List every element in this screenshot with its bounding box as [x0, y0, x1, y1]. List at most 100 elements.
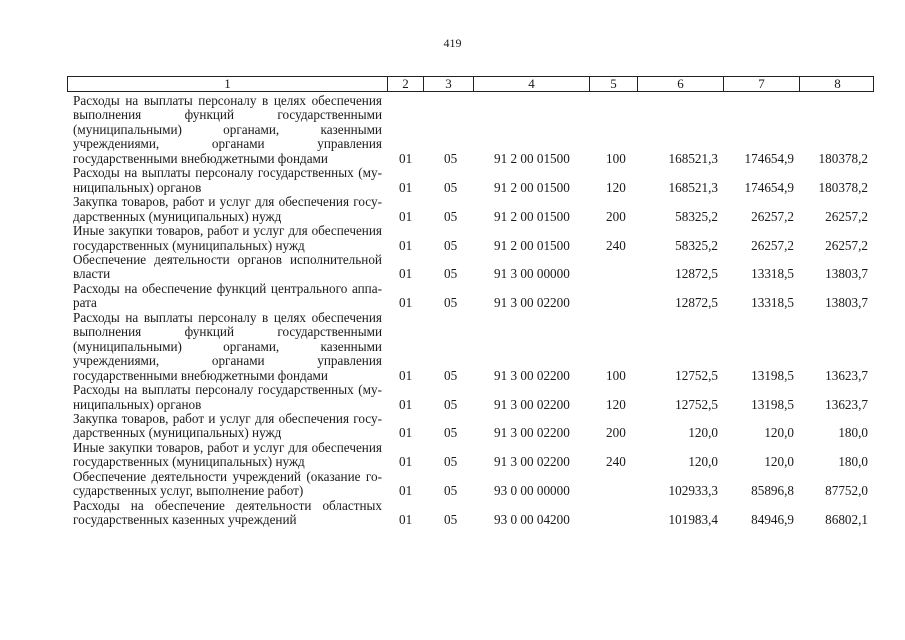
amount-col-7: 13198,5: [751, 367, 794, 383]
section-code: 01: [399, 237, 413, 253]
subsection-code: 05: [444, 208, 458, 224]
section-code: 01: [399, 454, 413, 470]
section-code: 01: [399, 367, 413, 383]
amount-col-6: 168521,3: [668, 179, 718, 195]
target-article-code: 91 3 00 02200: [494, 425, 570, 441]
row-description: Расходы на выплаты персоналу государстве…: [73, 165, 382, 195]
section-code: 01: [399, 483, 413, 499]
amount-col-6: 168521,3: [668, 150, 718, 166]
subsection-code: 05: [444, 295, 458, 311]
expense-type-code: 100: [606, 150, 626, 166]
target-article-code: 91 3 00 02200: [494, 295, 570, 311]
expense-type-code: 100: [606, 367, 626, 383]
amount-col-6: 102933,3: [668, 483, 718, 499]
row-description: Расходы на выплаты персоналу государстве…: [73, 382, 382, 412]
amount-col-7: 174654,9: [744, 150, 794, 166]
row-description: Обеспечение деятельности органов исполни…: [73, 251, 382, 282]
target-article-code: 91 3 00 02200: [494, 396, 570, 412]
amount-col-6: 12872,5: [675, 295, 718, 311]
expense-type-code: 120: [606, 396, 626, 412]
row-description: Закупка товаров, работ и услуг для обесп…: [73, 410, 382, 441]
amount-col-6: 120,0: [688, 454, 718, 470]
table-row: Иные закупки товаров, работ и услуг для …: [67, 223, 874, 253]
amount-col-8: 26257,2: [825, 208, 868, 224]
row-description: Иные закупки товаров, работ и услуг для …: [73, 223, 382, 253]
amount-col-6: 12752,5: [675, 396, 718, 412]
header-col-5: 5: [589, 77, 637, 91]
table-row: Закупка товаров, работ и услуг для обесп…: [67, 410, 874, 441]
amount-col-8: 13623,7: [825, 367, 868, 383]
amount-col-7: 174654,9: [744, 179, 794, 195]
row-description: Закупка товаров, работ и услуг для обесп…: [73, 194, 382, 224]
amount-col-8: 26257,2: [825, 237, 868, 253]
subsection-code: 05: [444, 237, 458, 253]
table-row: Обеспечение деятельности учреждений (ока…: [67, 469, 874, 499]
amount-col-6: 101983,4: [668, 512, 718, 528]
subsection-code: 05: [444, 512, 458, 528]
section-code: 01: [399, 208, 413, 224]
amount-col-7: 13318,5: [751, 295, 794, 311]
header-col-2: 2: [387, 77, 423, 91]
amount-col-7: 120,0: [764, 425, 794, 441]
target-article-code: 91 2 00 01500: [494, 150, 570, 166]
target-article-code: 93 0 00 00000: [494, 483, 570, 499]
header-col-8: 8: [799, 77, 875, 91]
table-row: Обеспечение деятельности органов исполни…: [67, 251, 874, 282]
amount-col-6: 120,0: [688, 425, 718, 441]
expense-type-code: 200: [606, 208, 626, 224]
section-code: 01: [399, 295, 413, 311]
header-col-1: 1: [224, 76, 231, 91]
target-article-code: 91 3 00 00000: [494, 266, 570, 282]
subsection-code: 05: [444, 266, 458, 282]
target-article-code: 91 2 00 01500: [494, 237, 570, 253]
amount-col-8: 13803,7: [825, 266, 868, 282]
subsection-code: 05: [444, 483, 458, 499]
amount-col-6: 12872,5: [675, 266, 718, 282]
amount-col-8: 87752,0: [825, 483, 868, 499]
section-code: 01: [399, 179, 413, 195]
amount-col-8: 86802,1: [825, 512, 868, 528]
subsection-code: 05: [444, 396, 458, 412]
table-row: Расходы на обеспечение деятельности обла…: [67, 497, 874, 528]
table-row: Иные закупки товаров, работ и услуг для …: [67, 440, 874, 470]
amount-col-8: 13623,7: [825, 396, 868, 412]
table-row: Расходы на выплаты персоналу в целях обе…: [67, 309, 874, 383]
header-col-4: 4: [473, 77, 589, 91]
amount-col-8: 180378,2: [818, 179, 868, 195]
table-row: Закупка товаров, работ и услуг для обесп…: [67, 194, 874, 224]
row-description: Расходы на обеспечение функций центральн…: [73, 280, 382, 311]
header-col-7: 7: [723, 77, 799, 91]
header-col-3: 3: [423, 77, 473, 91]
target-article-code: 91 2 00 01500: [494, 179, 570, 195]
amount-col-7: 26257,2: [751, 237, 794, 253]
amount-col-7: 85896,8: [751, 483, 794, 499]
subsection-code: 05: [444, 150, 458, 166]
amount-col-8: 13803,7: [825, 295, 868, 311]
amount-col-7: 84946,9: [751, 512, 794, 528]
amount-col-8: 180378,2: [818, 150, 868, 166]
amount-col-7: 13318,5: [751, 266, 794, 282]
section-code: 01: [399, 266, 413, 282]
amount-col-6: 58325,2: [675, 208, 718, 224]
target-article-code: 91 3 00 02200: [494, 367, 570, 383]
row-description: Расходы на обеспечение деятельности обла…: [73, 497, 382, 528]
table-body: Расходы на выплаты персоналу в целях обе…: [67, 93, 874, 528]
table-header: 1 2 3 4 5 6 7 8: [67, 76, 874, 92]
row-description: Расходы на выплаты персоналу в целях обе…: [73, 93, 382, 166]
amount-col-8: 180,0: [838, 425, 868, 441]
subsection-code: 05: [444, 367, 458, 383]
expense-type-code: 240: [606, 454, 626, 470]
amount-col-7: 26257,2: [751, 208, 794, 224]
subsection-code: 05: [444, 179, 458, 195]
expense-type-code: 240: [606, 237, 626, 253]
table-row: Расходы на выплаты персоналу государстве…: [67, 382, 874, 412]
subsection-code: 05: [444, 454, 458, 470]
amount-col-8: 180,0: [838, 454, 868, 470]
target-article-code: 93 0 00 04200: [494, 512, 570, 528]
header-col-6: 6: [637, 77, 723, 91]
section-code: 01: [399, 396, 413, 412]
section-code: 01: [399, 512, 413, 528]
row-description: Расходы на выплаты персоналу в целях обе…: [73, 309, 382, 383]
section-code: 01: [399, 150, 413, 166]
table-row: Расходы на выплаты персоналу государстве…: [67, 166, 874, 195]
